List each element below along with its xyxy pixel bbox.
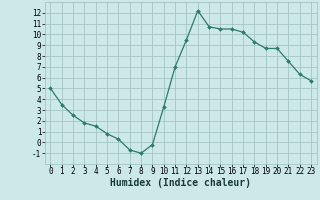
X-axis label: Humidex (Indice chaleur): Humidex (Indice chaleur) — [110, 178, 251, 188]
